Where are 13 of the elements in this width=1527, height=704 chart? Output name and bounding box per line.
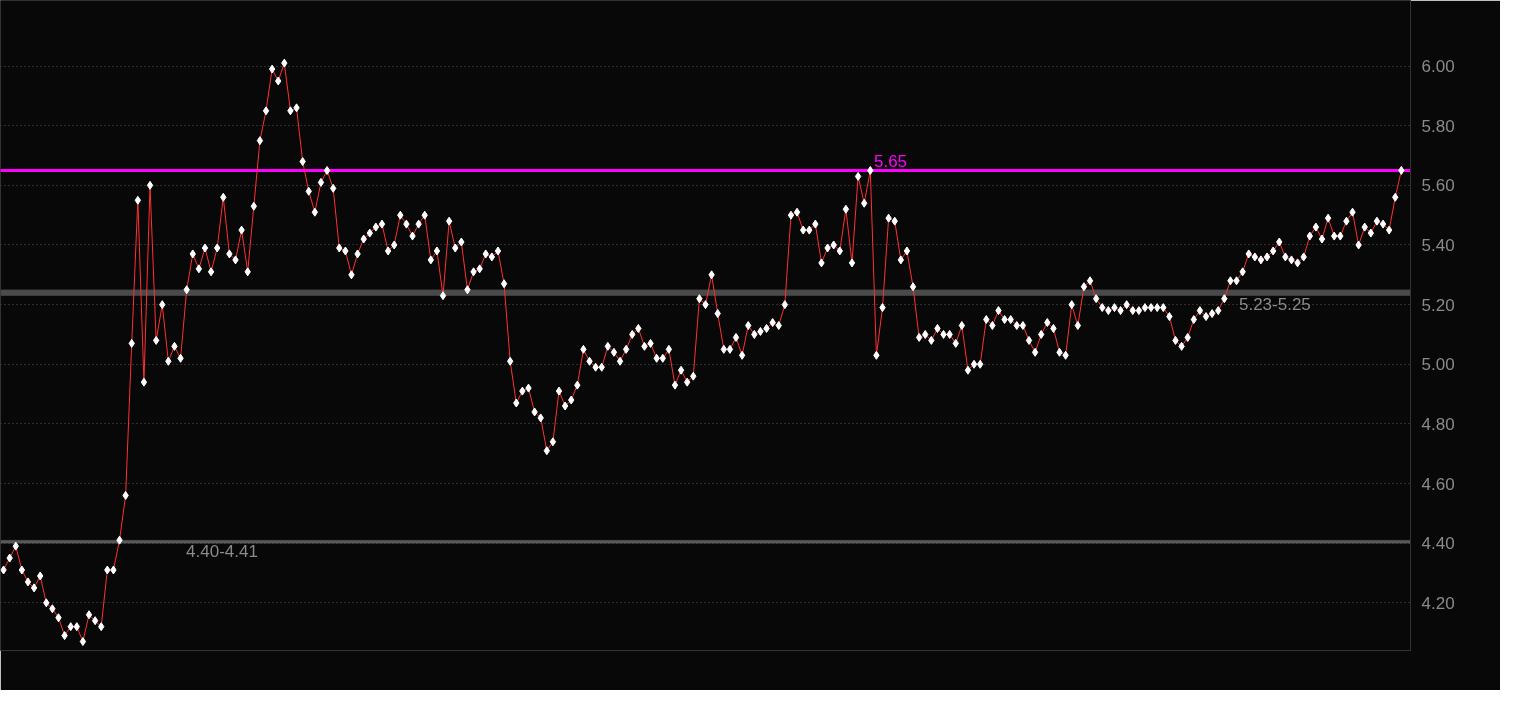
- y-tick-label: 5.20: [1421, 295, 1455, 315]
- y-tick-label: 4.40: [1421, 534, 1455, 554]
- y-tick-label: 5.00: [1421, 355, 1455, 375]
- y-tick-label: 4.20: [1421, 593, 1455, 613]
- y-tick-label: 6.00: [1421, 57, 1455, 77]
- y-tick-label: 5.60: [1421, 176, 1455, 196]
- y-tick-label: 5.40: [1421, 236, 1455, 255]
- y-tick-label: 4.80: [1421, 414, 1455, 434]
- y-tick-label: 4.60: [1421, 474, 1455, 494]
- band-label: 5.23-5.25: [1238, 294, 1311, 314]
- y-tick-label: 5.80: [1421, 116, 1455, 136]
- ref-line-label: 5.65: [873, 152, 908, 172]
- band-label: 4.40-4.41: [186, 542, 258, 562]
